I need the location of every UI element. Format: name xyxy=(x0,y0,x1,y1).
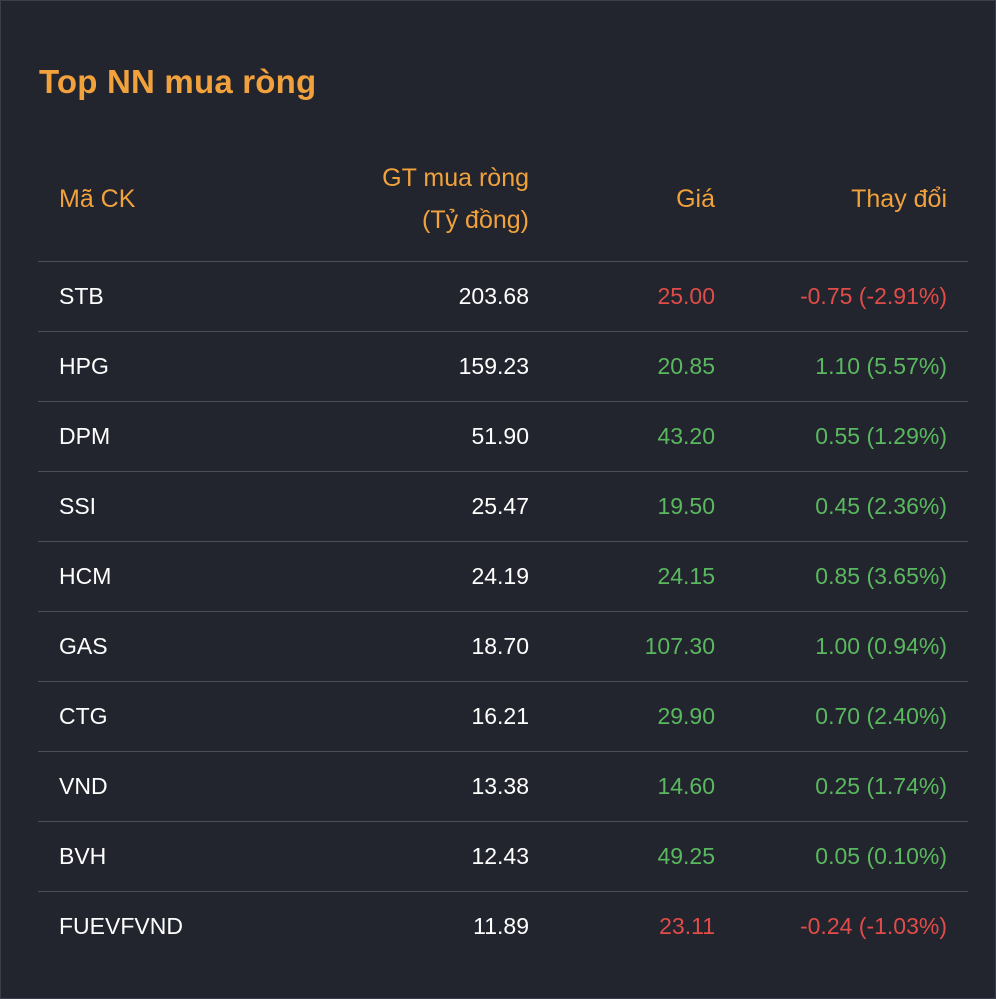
change: 0.85 (3.65%) xyxy=(815,563,947,589)
price: 107.30 xyxy=(644,633,715,659)
table-row[interactable]: VND 13.38 14.60 0.25 (1.74%) xyxy=(38,752,968,822)
net-buy-value: 24.19 xyxy=(471,563,529,589)
table-row[interactable]: STB 203.68 25.00 -0.75 (-2.91%) xyxy=(38,262,968,332)
stock-code[interactable]: HCM xyxy=(59,563,112,589)
stock-code[interactable]: BVH xyxy=(59,843,107,869)
price: 49.25 xyxy=(657,843,715,869)
net-buy-value: 11.89 xyxy=(473,913,529,939)
net-buy-value: 12.43 xyxy=(471,843,529,869)
table-row[interactable]: BVH 12.43 49.25 0.05 (0.10%) xyxy=(38,822,968,892)
price: 43.20 xyxy=(657,423,715,449)
net-buy-value: 18.70 xyxy=(471,633,529,659)
change: 1.00 (0.94%) xyxy=(815,633,947,659)
table-row[interactable]: GAS 18.70 107.30 1.00 (0.94%) xyxy=(38,612,968,682)
panel-title: Top NN mua ròng xyxy=(39,63,317,100)
header-change: Thay đổi xyxy=(851,185,947,213)
table-row[interactable]: HCM 24.19 24.15 0.85 (3.65%) xyxy=(38,542,968,612)
net-buy-value: 159.23 xyxy=(458,353,529,379)
table-row[interactable]: DPM 51.90 43.20 0.55 (1.29%) xyxy=(38,402,968,472)
table-row[interactable]: CTG 16.21 29.90 0.70 (2.40%) xyxy=(38,682,968,752)
table-header: Mã CK GT mua ròng (Tỷ đồng) Giá Thay đổi xyxy=(38,145,968,262)
net-buy-value: 16.21 xyxy=(471,703,529,729)
change: 0.25 (1.74%) xyxy=(815,773,947,799)
change: 0.55 (1.29%) xyxy=(815,423,947,449)
net-buy-value: 25.47 xyxy=(471,493,529,519)
change: 0.70 (2.40%) xyxy=(815,703,947,729)
change: -0.75 (-2.91%) xyxy=(799,283,947,309)
header-net-buy-value-line1: GT mua ròng xyxy=(382,164,529,192)
table-row[interactable]: SSI 25.47 19.50 0.45 (2.36%) xyxy=(38,472,968,542)
stock-code[interactable]: STB xyxy=(59,283,104,309)
net-buy-value: 203.68 xyxy=(458,283,529,309)
price: 25.00 xyxy=(657,283,715,309)
price: 19.50 xyxy=(657,493,715,519)
net-buy-value: 13.38 xyxy=(471,773,529,799)
net-buy-table: Mã CK GT mua ròng (Tỷ đồng) Giá Thay đổi… xyxy=(38,145,968,961)
stock-code[interactable]: CTG xyxy=(59,703,108,729)
stock-code[interactable]: DPM xyxy=(59,423,111,449)
header-net-buy-value-line2: (Tỷ đồng) xyxy=(422,206,529,234)
stock-code[interactable]: VND xyxy=(59,773,108,799)
change: 0.05 (0.10%) xyxy=(815,843,947,869)
price: 23.11 xyxy=(659,913,715,939)
net-buy-value: 51.90 xyxy=(471,423,529,449)
header-net-buy-value: GT mua ròng (Tỷ đồng) xyxy=(382,157,529,241)
stock-code[interactable]: GAS xyxy=(59,633,108,659)
price: 29.90 xyxy=(657,703,715,729)
table-body: STB 203.68 25.00 -0.75 (-2.91%) HPG 159.… xyxy=(38,262,968,961)
price: 14.60 xyxy=(657,773,715,799)
price: 24.15 xyxy=(657,563,715,589)
change: 1.10 (5.57%) xyxy=(815,353,947,379)
header-price: Giá xyxy=(676,185,715,213)
price: 20.85 xyxy=(657,353,715,379)
header-stock-code: Mã CK xyxy=(59,185,136,213)
table-row[interactable]: FUEVFVND 11.89 23.11 -0.24 (-1.03%) xyxy=(38,892,968,961)
change: 0.45 (2.36%) xyxy=(815,493,947,519)
stock-code[interactable]: FUEVFVND xyxy=(59,913,183,939)
table-row[interactable]: HPG 159.23 20.85 1.10 (5.57%) xyxy=(38,332,968,402)
stock-code[interactable]: SSI xyxy=(59,493,97,519)
stock-code[interactable]: HPG xyxy=(59,353,109,379)
change: -0.24 (-1.03%) xyxy=(799,913,947,939)
